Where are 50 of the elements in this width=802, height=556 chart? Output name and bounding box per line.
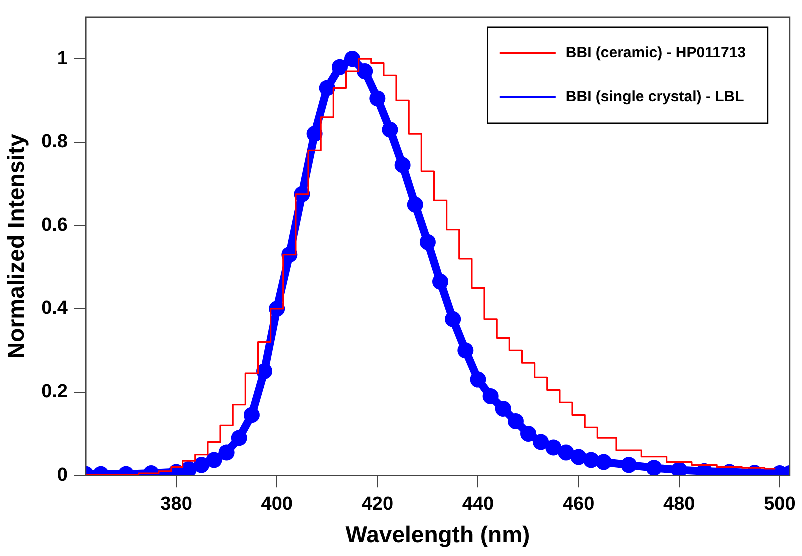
point [194,457,210,474]
point [420,234,436,250]
y-tick-label: 1 [57,48,68,70]
point [470,372,486,388]
point [244,407,260,424]
point [546,440,562,456]
y-tick-label: 0 [57,464,68,486]
point [432,274,449,290]
point [181,461,198,476]
point [495,400,512,417]
legend-label: BBI (ceramic) - HP011713 [566,44,746,62]
point [570,449,587,466]
point [583,452,600,468]
legend-label: BBI (single crystal) - LBL [566,88,744,106]
point [482,388,499,404]
x-axis-title: Wavelength (nm) [346,522,530,548]
x-tick-label: 380 [160,494,192,516]
point [344,51,361,68]
point [319,80,336,96]
point [458,342,474,359]
point [445,311,462,328]
x-tick-label: 420 [362,494,394,516]
point [306,126,323,142]
y-tick-label: 0.2 [42,382,68,403]
x-tick-label: 440 [462,494,494,516]
point [357,64,374,80]
point [256,363,273,380]
point [370,90,386,107]
y-tick-label: 0.6 [42,214,68,236]
point [558,444,574,461]
point [382,122,398,138]
point [520,426,537,442]
y-axis-title: Normalized Intensity [3,134,30,359]
point [206,452,222,468]
point [646,460,662,476]
point [621,457,638,474]
point [332,59,348,76]
x-tick-label: 460 [562,494,595,516]
x-tick-label: 480 [664,494,696,516]
y-tick-label: 0.8 [42,132,68,153]
x-tick-label: 500 [764,494,796,516]
x-tick-label: 400 [261,494,293,516]
point [508,413,524,430]
y-tick-label: 0.4 [42,298,68,320]
point [218,444,235,461]
point [407,196,424,213]
point [394,157,411,174]
point [596,454,612,470]
point [231,430,248,446]
point [533,434,550,450]
